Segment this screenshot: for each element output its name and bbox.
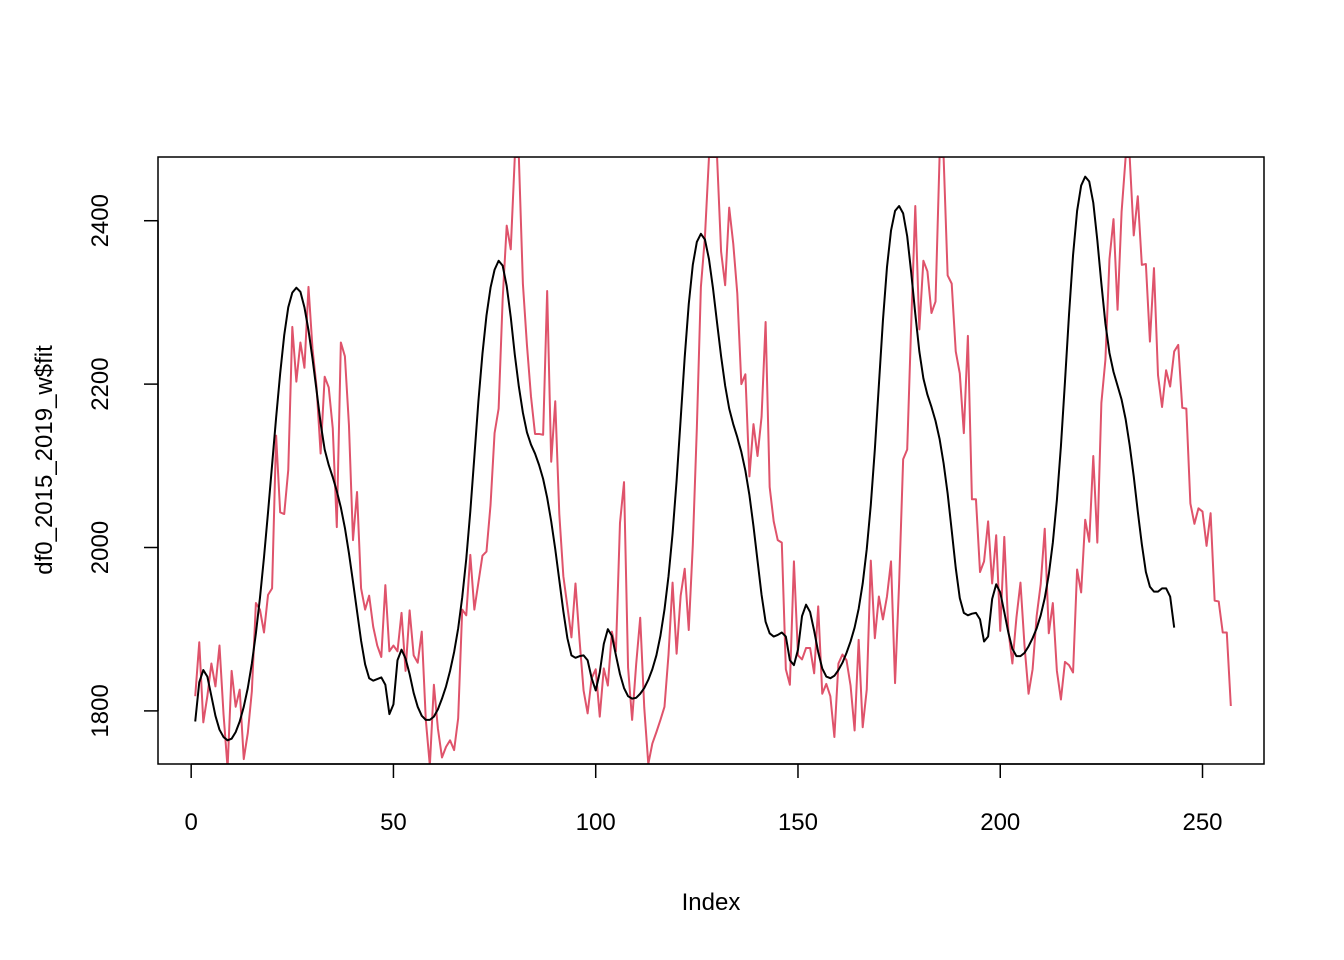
y-axis: 1800 2000 2200 2400 [87, 194, 159, 738]
x-tick-label: 100 [576, 809, 616, 836]
x-tick-label: 0 [184, 809, 197, 836]
y-tick-label: 2000 [87, 521, 114, 574]
series-line-observed [194, 157, 1232, 764]
y-tick-label: 1800 [87, 684, 114, 737]
x-axis-title: Index [682, 889, 741, 916]
y-axis-title: df0_2015_2019_w$fit [31, 345, 58, 575]
x-tick-label: 50 [380, 809, 407, 836]
series-line-fitted [194, 175, 1176, 742]
x-tick-label: 250 [1182, 809, 1222, 836]
x-tick-label: 200 [980, 809, 1020, 836]
y-tick-label: 2200 [87, 357, 114, 410]
x-axis: 0 50 100 150 200 250 [184, 763, 1223, 836]
y-tick-label: 2400 [87, 194, 114, 247]
series-layer [194, 157, 1232, 764]
x-tick-label: 150 [778, 809, 818, 836]
